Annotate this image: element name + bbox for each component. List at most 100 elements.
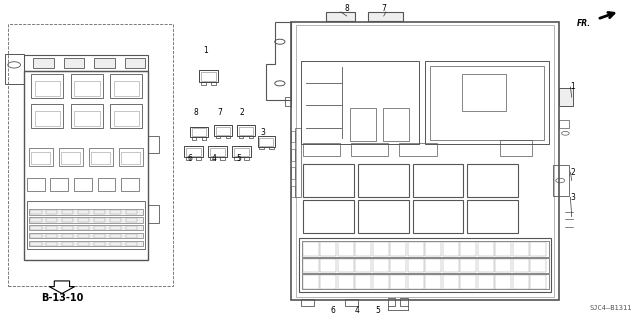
Bar: [62, 218, 74, 222]
Text: 4: 4: [212, 154, 217, 163]
Bar: [29, 241, 143, 246]
Bar: [186, 148, 201, 156]
Bar: [74, 178, 92, 191]
Bar: [425, 259, 442, 272]
Text: 6: 6: [188, 154, 193, 163]
Bar: [29, 225, 143, 230]
Bar: [186, 157, 190, 160]
Bar: [372, 275, 389, 288]
Bar: [467, 200, 518, 233]
Bar: [234, 157, 239, 160]
Bar: [216, 127, 230, 135]
Bar: [301, 258, 548, 273]
Bar: [92, 152, 110, 164]
Bar: [390, 275, 406, 288]
Bar: [35, 111, 60, 126]
Bar: [113, 81, 139, 96]
Bar: [303, 143, 340, 156]
Bar: [201, 72, 216, 81]
Text: 5: 5: [236, 154, 241, 163]
Bar: [89, 148, 113, 166]
Bar: [559, 120, 568, 128]
Bar: [338, 259, 354, 272]
Bar: [291, 167, 295, 179]
Bar: [301, 241, 548, 256]
Bar: [413, 200, 463, 233]
Text: 1: 1: [203, 46, 207, 56]
Bar: [355, 259, 371, 272]
Bar: [125, 210, 137, 214]
Bar: [239, 127, 253, 135]
Bar: [320, 242, 337, 256]
Bar: [239, 136, 243, 138]
Bar: [71, 74, 102, 98]
Bar: [269, 146, 274, 149]
Bar: [211, 82, 216, 85]
Text: B-13-10: B-13-10: [41, 293, 83, 303]
Bar: [24, 56, 148, 71]
Bar: [78, 226, 90, 230]
Bar: [125, 218, 137, 222]
Bar: [118, 148, 143, 166]
Bar: [29, 148, 53, 166]
Bar: [530, 259, 546, 272]
Bar: [513, 242, 529, 256]
Bar: [495, 259, 511, 272]
Bar: [358, 200, 408, 233]
Bar: [477, 275, 494, 288]
Text: 7: 7: [217, 108, 221, 117]
Bar: [559, 88, 573, 106]
Bar: [303, 275, 319, 288]
Bar: [71, 104, 102, 128]
Bar: [30, 210, 42, 214]
Bar: [109, 226, 121, 230]
Bar: [249, 136, 253, 138]
Bar: [78, 234, 90, 238]
Bar: [296, 25, 554, 297]
Bar: [425, 275, 442, 288]
Bar: [190, 127, 208, 137]
Bar: [495, 275, 511, 288]
Bar: [202, 137, 206, 140]
Bar: [110, 74, 142, 98]
Bar: [291, 22, 559, 300]
Bar: [220, 157, 225, 160]
Text: 1: 1: [570, 82, 575, 92]
Bar: [125, 241, 137, 246]
Bar: [408, 259, 424, 272]
Bar: [460, 259, 476, 272]
Bar: [192, 128, 206, 137]
Bar: [226, 136, 230, 138]
Bar: [46, 210, 58, 214]
Bar: [214, 125, 232, 136]
Bar: [46, 218, 58, 222]
Bar: [113, 111, 139, 126]
Bar: [390, 259, 406, 272]
Bar: [210, 157, 214, 160]
Bar: [408, 242, 424, 256]
Bar: [29, 217, 143, 223]
Bar: [301, 61, 419, 145]
Bar: [64, 58, 84, 68]
Bar: [94, 210, 105, 214]
Bar: [301, 299, 314, 306]
Bar: [495, 242, 511, 256]
Bar: [401, 298, 408, 306]
Bar: [552, 166, 568, 196]
Bar: [27, 178, 45, 191]
Bar: [109, 218, 121, 222]
Bar: [413, 164, 463, 197]
Bar: [462, 74, 506, 111]
Bar: [257, 136, 275, 147]
Bar: [78, 241, 90, 246]
Bar: [24, 71, 148, 260]
Bar: [372, 259, 389, 272]
Text: 2: 2: [570, 167, 575, 177]
Bar: [62, 210, 74, 214]
Bar: [30, 234, 42, 238]
Text: 4: 4: [355, 306, 360, 315]
Bar: [345, 299, 358, 306]
Bar: [369, 12, 403, 21]
Bar: [31, 104, 63, 128]
Polygon shape: [49, 281, 75, 293]
